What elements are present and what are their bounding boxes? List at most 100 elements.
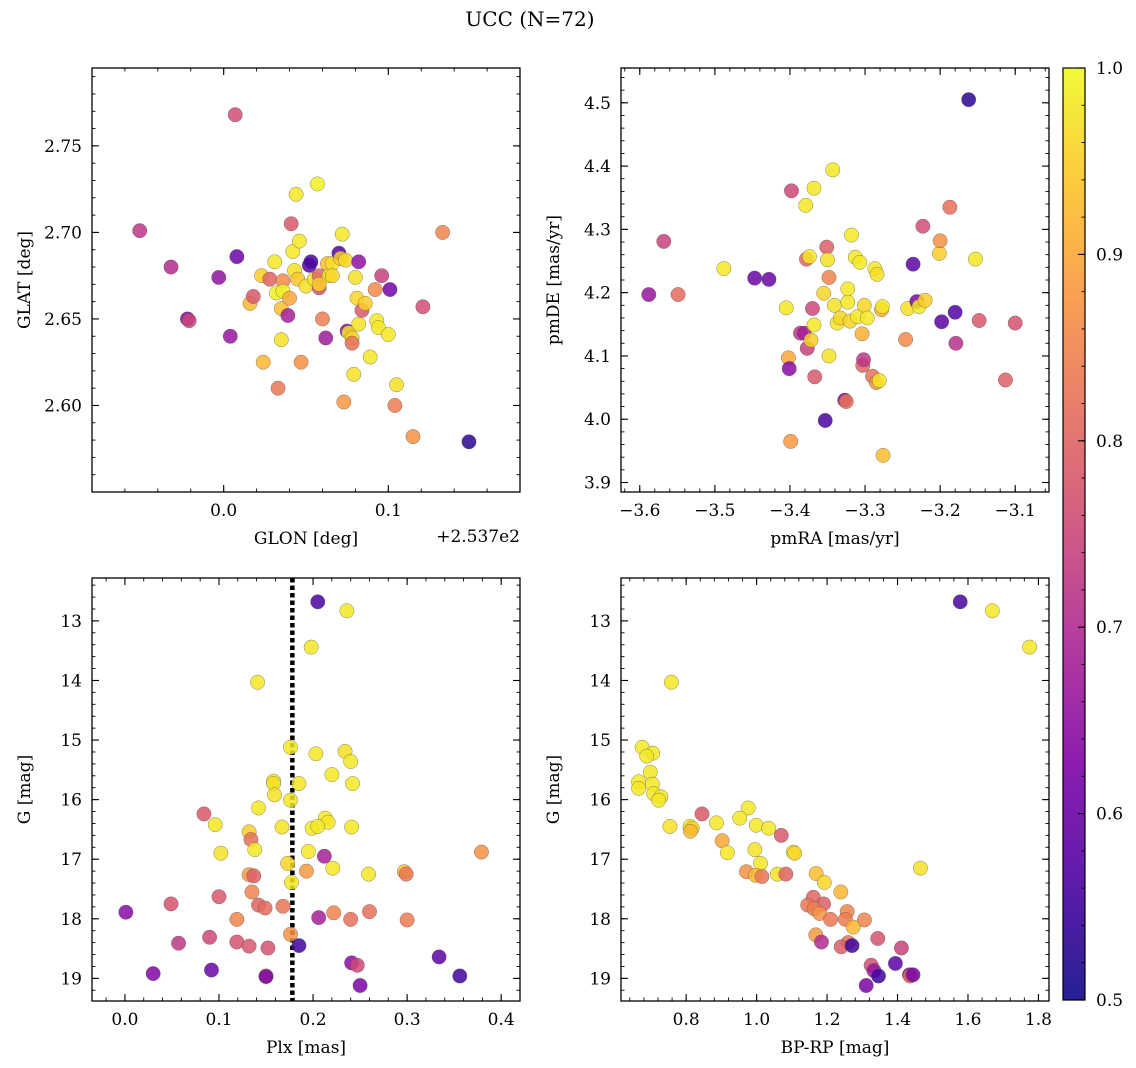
scatter-point (816, 285, 832, 301)
scatter-point (967, 251, 983, 267)
scatter-point (262, 271, 278, 287)
scatter-point (854, 326, 870, 342)
scatter-point (132, 223, 148, 239)
scatter-point (942, 199, 958, 215)
scatter-point (917, 292, 933, 308)
x-axis-label: GLON [deg] (254, 529, 358, 549)
scatter-point (280, 855, 296, 871)
scatter-point (405, 429, 421, 445)
scatter-point (783, 433, 799, 449)
scatter-point (817, 413, 833, 428)
scatter-point (473, 844, 489, 860)
y-tick-label: 17 (60, 850, 82, 870)
y-tick-label: 2.60 (44, 396, 82, 416)
x-tick-label: 1.0 (743, 1010, 770, 1030)
scatter-point (267, 254, 283, 270)
x-offset-label: +2.537e2 (436, 527, 520, 547)
x-tick-label: 0.4 (488, 1010, 515, 1030)
scatter-point (761, 820, 777, 836)
scatter-point (362, 904, 377, 920)
scatter-point (639, 748, 655, 764)
scatter-point (859, 310, 875, 326)
y-tick-label: 4.4 (584, 157, 611, 177)
scatter-point (171, 935, 186, 951)
scatter-point (257, 900, 273, 916)
x-tick-label: −3.6 (619, 501, 660, 521)
scatter-point (343, 911, 359, 927)
x-tick-label: 1.4 (884, 1010, 911, 1030)
y-axis-label: G [mag] (15, 755, 35, 824)
y-tick-label: 14 (589, 671, 611, 691)
x-tick-label: 1.8 (1025, 1010, 1052, 1030)
scatter-point (387, 398, 403, 413)
x-tick-label: 1.2 (814, 1010, 841, 1030)
x-tick-label: 0.1 (205, 1010, 232, 1030)
scatter-point (761, 271, 777, 287)
scatter-point (838, 394, 854, 409)
scatter-point (869, 266, 885, 282)
y-tick-label: 4.3 (584, 220, 611, 240)
scatter-point (310, 818, 326, 834)
scatter-point (932, 233, 948, 249)
scatter-point (163, 259, 179, 275)
scatter-point (844, 227, 859, 243)
scatter-point (807, 369, 823, 385)
y-tick-label: 19 (60, 969, 82, 989)
scatter-point (283, 926, 298, 942)
scatter-point (663, 674, 679, 690)
x-axis-label: Plx [mas] (266, 1038, 346, 1058)
scatter-point (656, 233, 672, 249)
scatter-point (716, 261, 732, 277)
scatter-point (740, 800, 756, 816)
scatter-point (820, 252, 835, 268)
scatter-point (905, 967, 921, 983)
scatter-point (984, 603, 1000, 619)
scatter-point (787, 845, 803, 861)
colorbar-frame (1062, 67, 1086, 1001)
scatter-point (380, 327, 396, 342)
scatter-point (211, 269, 227, 285)
scatter-point (250, 674, 266, 690)
y-tick-label: 4.1 (584, 347, 611, 367)
scatter-point (300, 844, 316, 859)
y-tick-label: 2.70 (44, 223, 82, 243)
scatter-point (389, 377, 404, 393)
scatter-point (631, 780, 647, 796)
scatter-point (344, 819, 360, 835)
scatter-point (871, 968, 886, 984)
panel-plx-g: 0.0 0.1 0.2 0.3 0.4 13 14 15 16 17 18 19 Plx [mas] G … (15, 577, 521, 1058)
scatter-point (840, 281, 856, 297)
scatter-point (802, 249, 817, 265)
scatter-point (870, 930, 886, 946)
scatter-point (783, 183, 799, 199)
scatter-point (641, 287, 657, 303)
scatter-point (452, 968, 468, 984)
scatter-point (709, 815, 724, 831)
panel-bprp-g: 0.8 1.0 1.2 1.4 1.6 1.8 13 14 15 16 17 18 19 BP-RP [m… (544, 577, 1052, 1058)
scatter-point (267, 787, 282, 803)
x-tick-label: −3.4 (769, 501, 810, 521)
scatter-point (316, 848, 332, 864)
scatter-point (324, 767, 340, 783)
scatter-point (310, 594, 326, 610)
y-tick-label: 13 (60, 612, 82, 632)
scatter-point (283, 874, 299, 890)
scatter-point (347, 269, 363, 285)
y-tick-label: 19 (589, 969, 611, 989)
scatter-point (362, 349, 378, 365)
y-tick-label: 15 (60, 731, 82, 751)
scatter-point (222, 328, 238, 344)
scatter-point (719, 845, 735, 861)
scatter-point (274, 819, 290, 835)
x-tick-label: 0.8 (673, 1010, 700, 1030)
y-axis-label: G [mag] (544, 755, 564, 824)
x-tick-label: −3.2 (919, 501, 960, 521)
colorbar: 0.5 0.6 0.7 0.8 0.9 1.0 (1062, 59, 1123, 1011)
scatter-point (823, 911, 839, 927)
scatter-point (211, 889, 227, 905)
scatter-point (275, 898, 291, 914)
x-tick-label: 0.3 (394, 1010, 421, 1030)
scatter-point (997, 372, 1013, 388)
scatter-point (431, 949, 447, 965)
